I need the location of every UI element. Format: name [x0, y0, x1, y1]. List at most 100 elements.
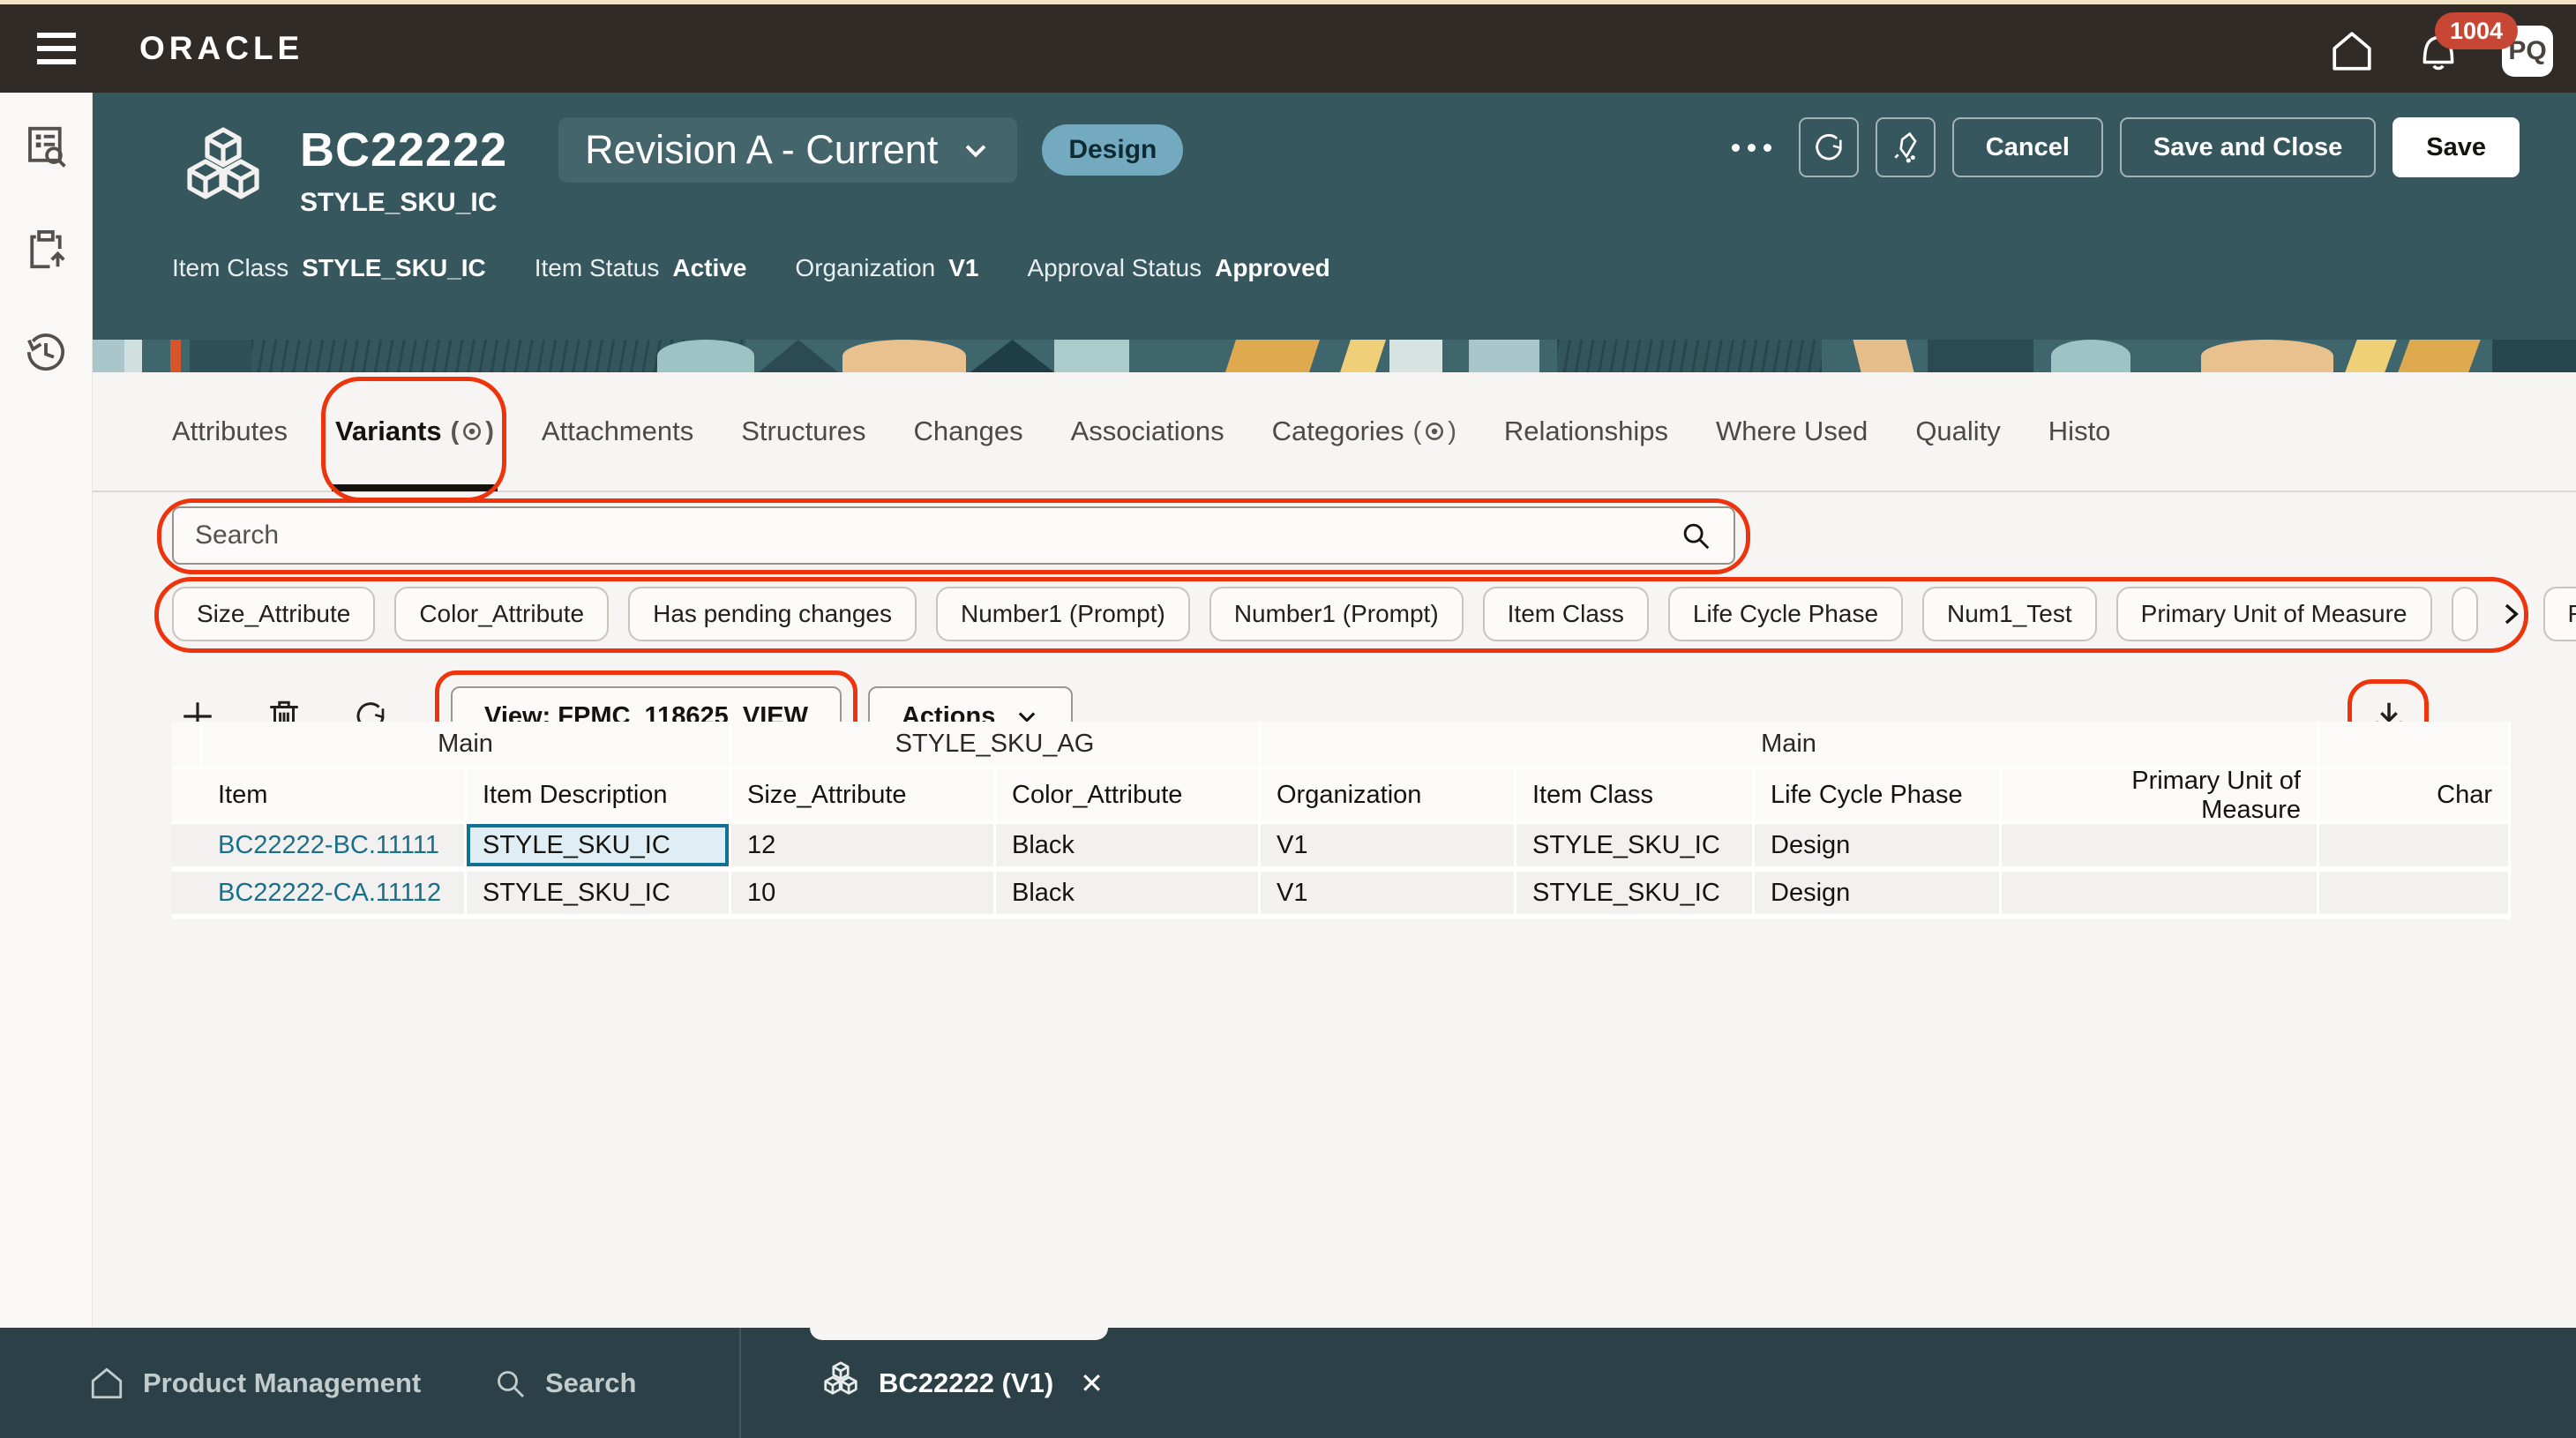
tab-changes[interactable]: Changes [913, 416, 1023, 446]
chip-num1-test[interactable]: Num1_Test [1922, 587, 2097, 641]
column-header-life-cycle-phase[interactable]: Life Cycle Phase [1755, 769, 2002, 824]
chip-color-attribute[interactable]: Color_Attribute [394, 587, 610, 641]
info-label: Item Class [172, 254, 289, 281]
column-header-item-description[interactable]: Item Description [467, 769, 731, 824]
info-value: Approved [1215, 254, 1330, 281]
chip-size-attribute[interactable]: Size_Attribute [172, 587, 376, 641]
tab-associations[interactable]: Associations [1070, 416, 1224, 446]
column-header-item-class[interactable]: Item Class [1516, 769, 1755, 824]
tab-structures[interactable]: Structures [741, 416, 866, 446]
left-sidebar [0, 93, 93, 1328]
refresh-icon[interactable] [1798, 117, 1859, 177]
chip-life-cycle-phase[interactable]: Life Cycle Phase [1667, 587, 1904, 641]
save-button[interactable]: Save [2393, 117, 2520, 177]
active-tab-underline [331, 484, 498, 491]
group-header-main: Main [202, 722, 731, 769]
item-detail-content: Attributes Variants () Attachments Struc… [93, 372, 2576, 1328]
filters-button[interactable]: Filters [2542, 587, 2576, 641]
column-header-primary-unit-of-measure[interactable]: Primary Unit of Measure [2002, 767, 2319, 824]
item-header: BC22222 Revision A - Current Design STYL… [93, 93, 2576, 340]
highlight-icon[interactable] [1875, 117, 1936, 177]
tab-categories[interactable]: Categories () [1271, 416, 1456, 446]
nav-search[interactable]: Search [492, 1328, 636, 1438]
history-icon[interactable] [20, 326, 71, 377]
item-cubes-icon [179, 126, 267, 228]
chip-number1-prompt[interactable]: Number1 (Prompt) [935, 587, 1190, 641]
char-cell[interactable] [2319, 824, 2511, 872]
home-icon[interactable] [2329, 28, 2375, 74]
item-description-cell[interactable]: STYLE_SKU_IC [467, 872, 731, 919]
open-item-tab-label: BC22222 (V1) [879, 1367, 1054, 1398]
notification-count-badge: 1004 [2435, 11, 2519, 49]
search-input[interactable] [195, 521, 1679, 550]
tab-target-icon: () [1412, 416, 1456, 446]
size-attribute-cell[interactable]: 12 [731, 824, 996, 872]
open-item-tab[interactable]: BC22222 (V1) ✕ [794, 1328, 1130, 1438]
tab-where-used[interactable]: Where Used [1716, 416, 1868, 446]
char-cell[interactable] [2319, 872, 2511, 919]
filter-chips-row: Size_Attribute Color_Attribute Has pendi… [154, 577, 2576, 653]
organization-cell[interactable]: V1 [1261, 872, 1516, 919]
tab-attachments[interactable]: Attachments [541, 416, 694, 446]
life-cycle-phase-cell[interactable]: Design [1755, 872, 2002, 919]
variants-search [172, 506, 1735, 565]
item-class-cell[interactable]: STYLE_SKU_IC [1516, 872, 1755, 919]
cancel-button[interactable]: Cancel [1951, 117, 2103, 177]
topbar-actions: 1004 PQ [2329, 4, 2553, 97]
color-attribute-cell[interactable]: Black [996, 824, 1261, 872]
user-avatar[interactable]: PQ [2502, 25, 2553, 77]
chip-item-class[interactable]: Item Class [1482, 587, 1649, 641]
item-link[interactable]: BC22222-CA.11112 [202, 872, 467, 919]
active-tab-indicator [810, 1328, 1108, 1340]
column-header-char[interactable]: Char [2319, 769, 2511, 824]
lifecycle-status-badge: Design [1042, 124, 1184, 176]
close-tab-icon[interactable]: ✕ [1080, 1367, 1104, 1399]
column-header-size-attribute[interactable]: Size_Attribute [731, 769, 996, 824]
item-tabs: Attributes Variants () Attachments Struc… [93, 371, 2576, 502]
nav-product-management[interactable]: Product Management [88, 1328, 421, 1438]
tab-quality[interactable]: Quality [1915, 416, 2001, 446]
tab-variants[interactable]: Variants () [320, 371, 506, 502]
organization-cell[interactable]: V1 [1261, 824, 1516, 872]
chevron-down-icon [966, 145, 986, 158]
global-top-bar: ORACLE 1004 PQ [0, 0, 2576, 93]
tab-relationships[interactable]: Relationships [1503, 416, 1669, 446]
item-description-cell-selected[interactable]: STYLE_SKU_IC [467, 824, 731, 872]
decorative-banner [93, 340, 2576, 372]
notifications-bell-icon[interactable]: 1004 [2415, 11, 2519, 74]
oracle-logo: ORACLE [139, 30, 304, 66]
item-class-cell[interactable]: STYLE_SKU_IC [1516, 824, 1755, 872]
revision-label: Revision A - Current [585, 127, 939, 172]
primary-unit-of-measure-cell[interactable] [2002, 824, 2319, 872]
save-and-close-button[interactable]: Save and Close [2119, 117, 2377, 177]
column-header-color-attribute[interactable]: Color_Attribute [996, 769, 1261, 824]
search-icon[interactable] [1679, 519, 1712, 552]
tab-attributes[interactable]: Attributes [172, 416, 288, 446]
chip-primary-unit-of-measure[interactable]: Primary Unit of Measure [2115, 587, 2432, 641]
clipboard-export-icon[interactable] [20, 223, 71, 274]
bottom-bar-divider [739, 1328, 741, 1438]
size-attribute-cell[interactable]: 10 [731, 872, 996, 919]
group-header-main-2: Main [1261, 722, 2319, 769]
tab-history[interactable]: Histo [2048, 416, 2111, 446]
home-icon [91, 1367, 123, 1398]
column-header-organization[interactable]: Organization [1261, 769, 1516, 824]
info-value: STYLE_SKU_IC [302, 254, 486, 281]
menu-icon[interactable] [37, 33, 76, 64]
chips-overflow-chevron-icon[interactable] [2497, 593, 2524, 635]
doc-search-icon[interactable] [20, 121, 71, 172]
life-cycle-phase-cell[interactable]: Design [1755, 824, 2002, 872]
more-dots-icon[interactable] [1731, 143, 1771, 152]
item-link[interactable]: BC22222-BC.11111 [202, 824, 467, 872]
item-cubes-icon [824, 1360, 857, 1395]
group-header-empty [172, 722, 202, 769]
revision-dropdown[interactable]: Revision A - Current [558, 117, 1018, 183]
color-attribute-cell[interactable]: Black [996, 872, 1261, 919]
chevron-down-icon [1019, 712, 1036, 723]
chip-has-pending-changes[interactable]: Has pending changes [628, 587, 917, 641]
column-header-item[interactable]: Item [202, 769, 467, 824]
chip-number1-prompt-2[interactable]: Number1 (Prompt) [1209, 587, 1464, 641]
chip-has-truncated[interactable]: Has [2451, 587, 2478, 641]
info-value: Active [672, 254, 747, 281]
primary-unit-of-measure-cell[interactable] [2002, 872, 2319, 919]
